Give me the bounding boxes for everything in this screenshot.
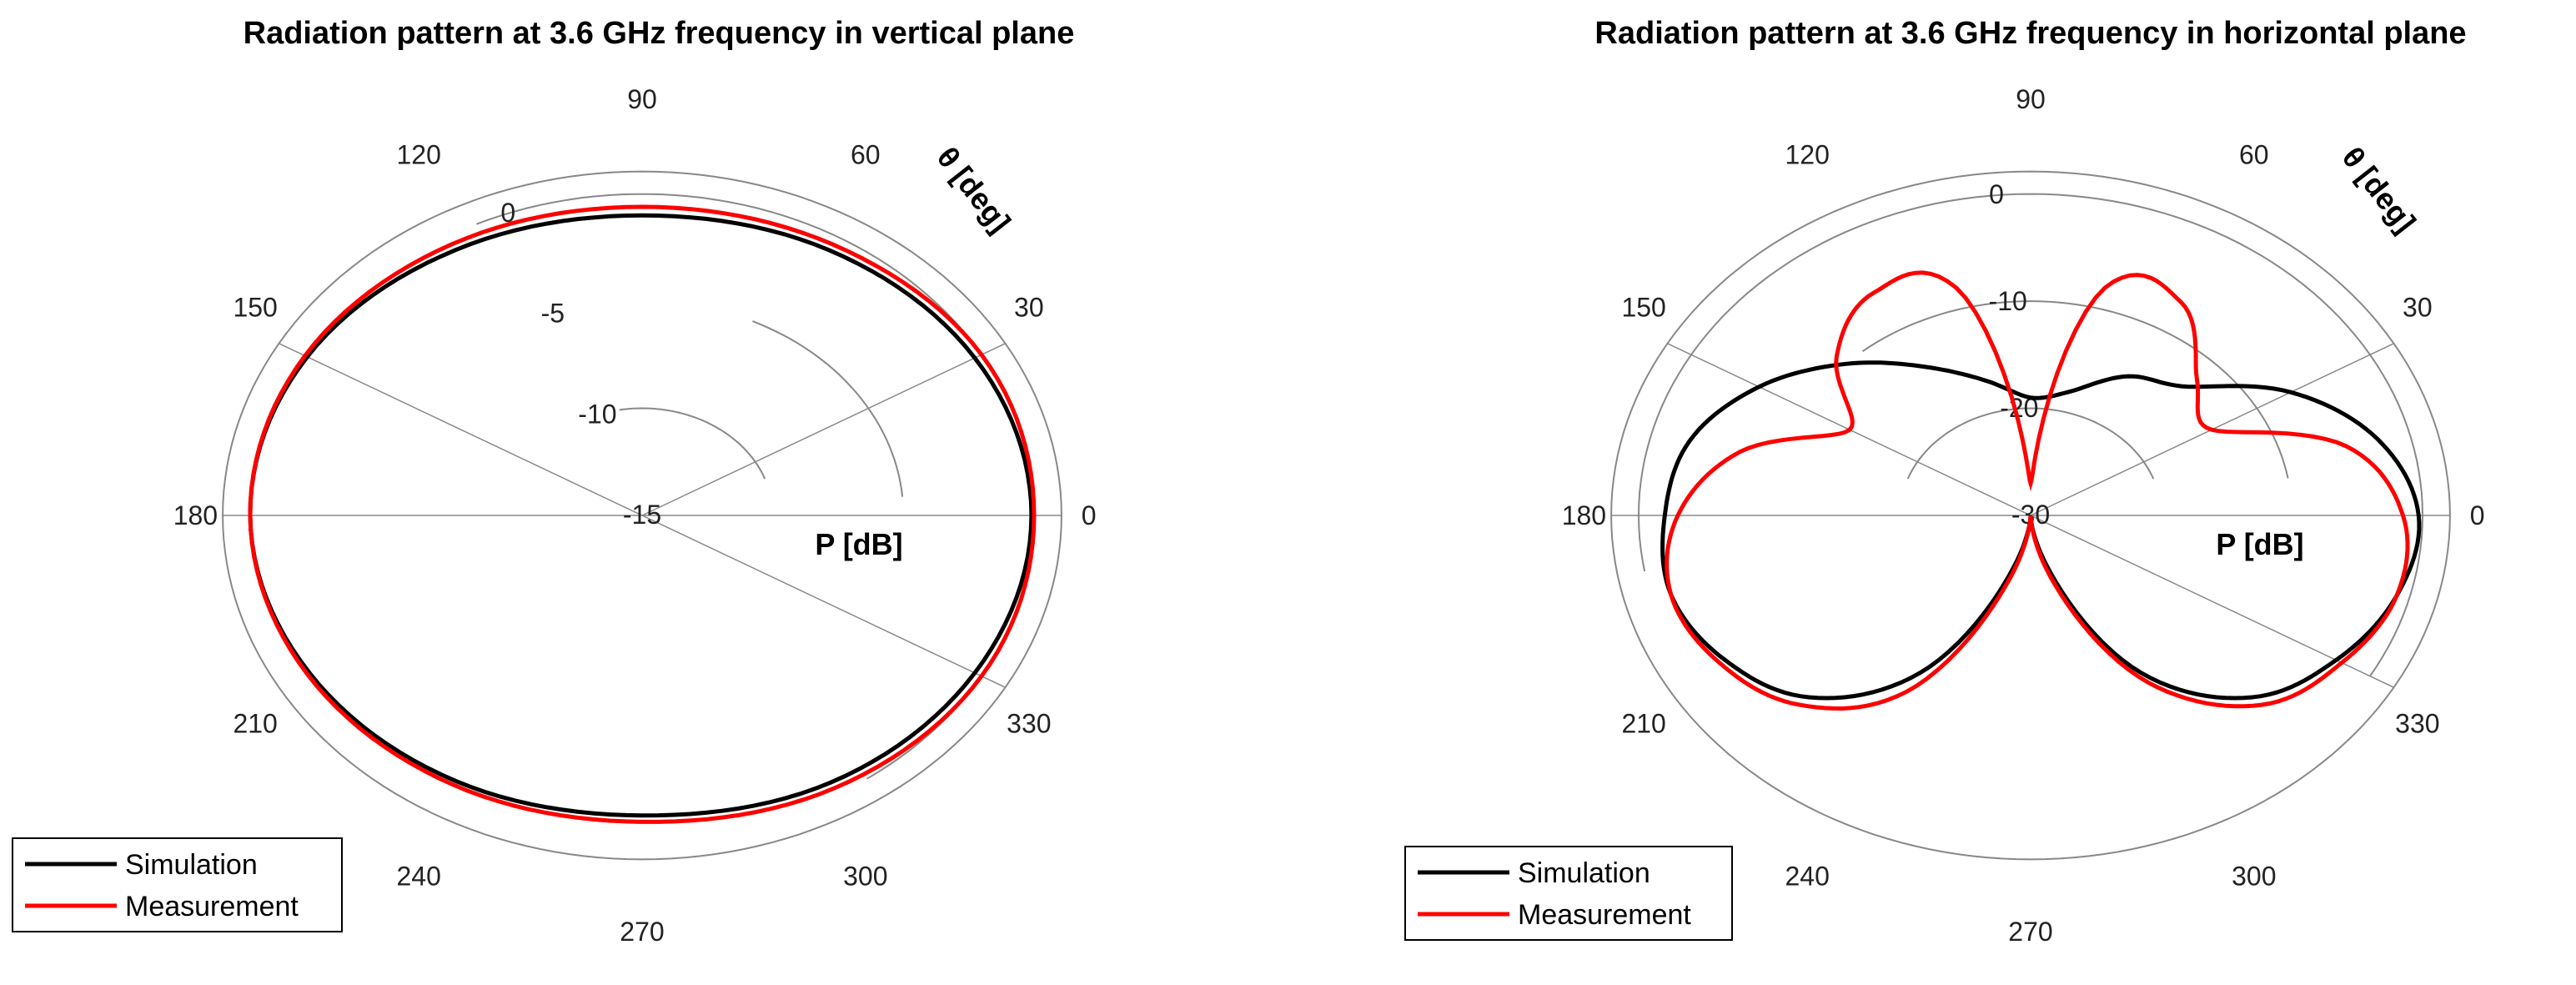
angle-tick-label: 30 [2403,292,2433,322]
angular-spoke [279,343,643,516]
angle-tick-label: 60 [2239,140,2269,170]
angular-axis-label-horizontal: θ [deg] [2336,140,2423,239]
angular-axis-label-vertical: θ [deg] [931,140,1018,239]
angular-spoke [641,343,1006,516]
angle-tick-label: 30 [1014,292,1044,322]
legend-box-vertical [12,837,343,932]
legend-label-measurement: Measurement [125,891,299,922]
radial-tick-label: -15 [623,500,661,530]
angular-spoke [2030,515,2394,688]
radial-tick-label: 0 [1989,179,2004,209]
radial-grid-ring [1637,193,2424,677]
angle-tick-label: 210 [1621,709,1665,739]
angle-tick-label: 210 [233,709,277,739]
angle-tick-label: 270 [2008,917,2052,947]
angle-tick-label: 90 [627,84,657,114]
chart-title-horizontal: Radiation pattern at 3.6 GHz frequency i… [1594,16,2466,51]
angle-tick-label: 330 [2395,709,2439,739]
legend-horizontal: Simulation Measurement [1404,846,1733,941]
polar-grid-vertical: -15 -10 -5 0 0 30 60 90 120 150 180 210 240 270 300 330 [173,84,1097,947]
angle-tick-label: 240 [1785,861,1830,891]
angle-tick-label: 300 [2232,861,2276,891]
legend-label-simulation: Simulation [125,849,258,881]
radial-grid-ring [1906,407,2155,480]
angle-tick-label: 120 [397,140,441,170]
angle-tick-label: 60 [851,140,881,170]
angle-tick-label: 0 [1082,500,1097,530]
angular-spoke [641,515,1006,688]
angle-tick-label: 150 [233,292,277,322]
radial-grid-ring [752,320,904,497]
angle-tick-label: 120 [1785,140,1830,170]
angle-tick-label: 300 [843,861,887,891]
radial-tick-label: -10 [1989,286,2027,316]
radial-tick-label: -10 [578,399,616,429]
curves-horizontal [1660,270,2422,711]
angle-tick-label: 330 [1007,709,1051,739]
angle-tick-label: 150 [1621,292,1665,322]
angle-tick-label: 180 [173,500,218,530]
angle-tick-label: 180 [1562,500,1606,530]
series-line-measurement [248,204,1037,824]
radial-tick-label: 0 [500,198,515,228]
angle-tick-label: 0 [2470,500,2485,530]
radial-grid-ring [619,407,766,480]
radial-axis-label-horizontal: P [dB] [2216,527,2303,561]
angle-tick-label: 90 [2016,84,2046,114]
legend-box-horizontal [1404,846,1733,941]
chart-title-vertical: Radiation pattern at 3.6 GHz frequency i… [244,16,1075,51]
polar-grid-horizontal: -30-20-100030609012015018021024027030033… [1562,84,2485,947]
curves-vertical [248,204,1037,824]
legend-label-measurement: Measurement [1518,899,1691,931]
legend-vertical: Simulation Measurement [12,837,343,932]
angle-tick-label: 240 [397,861,441,891]
chart-horizontal-plane: Radiation pattern at 3.6 GHz frequency i… [1404,16,2485,947]
chart-vertical-plane: Radiation pattern at 3.6 GHz frequency i… [12,16,1097,947]
series-line-measurement [1665,270,2410,711]
series-line-simulation [1660,360,2422,701]
legend-label-simulation: Simulation [1518,857,1650,889]
radial-axis-label-vertical: P [dB] [815,527,902,561]
radial-tick-label: -5 [541,299,565,329]
angle-tick-label: 270 [620,917,664,947]
